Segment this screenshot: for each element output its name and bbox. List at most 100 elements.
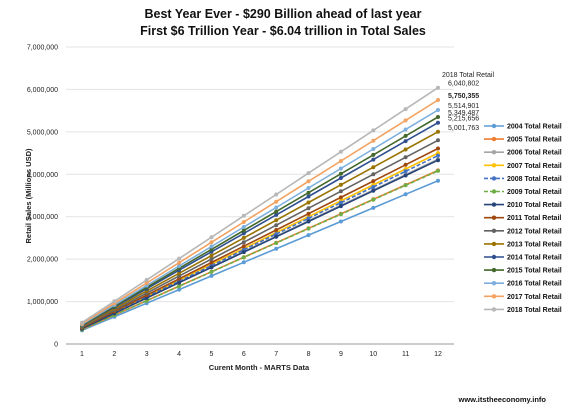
- legend-swatch-marker: [491, 150, 497, 155]
- data-point: [209, 273, 214, 278]
- legend-swatch-marker: [491, 163, 497, 168]
- data-point: [403, 118, 408, 123]
- y-tick-label: 0: [54, 342, 58, 349]
- data-point: [306, 179, 311, 184]
- series-line: [81, 170, 439, 331]
- legend-swatch-marker: [491, 307, 497, 312]
- data-point: [274, 212, 279, 217]
- series-line: [81, 131, 439, 328]
- legend-label: 2010 Total Retail: [507, 202, 562, 209]
- x-tick-label: 4: [177, 351, 181, 358]
- legend-swatch-marker: [491, 189, 497, 194]
- series-line: [81, 99, 439, 325]
- data-point: [338, 189, 343, 194]
- data-point: [209, 257, 214, 262]
- series-2010: [80, 158, 440, 331]
- data-point: [436, 98, 440, 102]
- legend-item: 2007 Total Retail: [484, 163, 562, 170]
- y-axis-label: Retail Sales (Millions USD): [24, 148, 33, 244]
- data-point: [403, 183, 408, 188]
- end-value-labels: 2018 Total Retail 6,040,802 5,750,355 5,514…: [442, 72, 494, 132]
- data-point: [436, 178, 440, 183]
- x-tick-label: 9: [339, 351, 343, 358]
- x-axis-label: Curent Month - MARTS Data: [209, 363, 310, 372]
- data-point: [306, 194, 311, 199]
- end-label: 5,215,656: [448, 116, 479, 123]
- data-point: [209, 240, 214, 245]
- series-2011: [80, 146, 440, 330]
- series-2018: [80, 85, 440, 325]
- legend-swatch-marker: [491, 294, 497, 299]
- data-point: [338, 149, 343, 154]
- legend-label: 2008 Total Retail: [507, 176, 562, 183]
- end-label: 5,349,487: [448, 110, 479, 117]
- data-point: [274, 218, 279, 223]
- legend-label: 2007 Total Retail: [507, 163, 562, 170]
- data-point: [209, 265, 214, 270]
- data-point: [241, 220, 246, 224]
- data-point: [112, 299, 117, 304]
- legend-item: 2006 Total Retail: [484, 150, 562, 157]
- data-point: [144, 296, 149, 300]
- data-point: [403, 162, 408, 167]
- data-point: [371, 157, 376, 162]
- series-line: [81, 122, 439, 327]
- data-point: [306, 211, 311, 216]
- data-point: [371, 128, 376, 133]
- chart-title: Best Year Ever - $290 Billion ahead of l…: [145, 7, 422, 21]
- data-point: [209, 260, 214, 265]
- x-tick-label: 7: [274, 351, 278, 358]
- data-point: [436, 153, 440, 158]
- y-tick-label: 1,000,000: [27, 299, 58, 306]
- legend-swatch-marker: [491, 123, 497, 129]
- x-tick-label: 2: [112, 351, 116, 358]
- data-point: [436, 138, 440, 143]
- legend-item: 2011 Total Retail: [484, 215, 561, 222]
- data-point: [306, 186, 311, 190]
- data-point: [403, 173, 408, 178]
- legend-item: 2015 Total Retail: [484, 268, 562, 275]
- legend-item: 2017 Total Retail: [484, 294, 562, 301]
- y-tick-label: 2,000,000: [27, 257, 58, 264]
- data-point: [436, 85, 440, 90]
- data-point: [241, 235, 246, 240]
- legend-swatch-marker: [491, 254, 497, 260]
- data-point: [241, 244, 246, 249]
- legend-label: 2005 Total Retail: [507, 137, 562, 144]
- legend-item: 2016 Total Retail: [484, 281, 562, 288]
- y-tick-label: 4,000,000: [27, 172, 58, 179]
- x-tick-label: 1: [80, 351, 84, 358]
- data-point: [436, 146, 440, 151]
- end-label: 5,514,901: [448, 103, 479, 110]
- data-point: [241, 228, 246, 233]
- end-label: 5,750,355: [448, 93, 479, 100]
- data-point: [338, 204, 343, 209]
- data-point: [436, 158, 440, 163]
- y-tick-label: 7,000,000: [27, 45, 58, 52]
- series-line: [81, 147, 439, 329]
- series-lines: [80, 85, 440, 333]
- data-point: [403, 155, 408, 160]
- data-point: [371, 179, 376, 184]
- data-point: [403, 133, 408, 138]
- legend-label: 2011 Total Retail: [507, 215, 561, 222]
- end-label: 5,001,763: [448, 125, 479, 132]
- data-point: [338, 182, 343, 187]
- data-point: [274, 192, 279, 197]
- series-2004: [80, 178, 440, 333]
- data-point: [338, 166, 343, 171]
- legend-label: 2014 Total Retail: [507, 255, 562, 262]
- series-line: [81, 139, 439, 328]
- chart-subtitle: First $6 Trillion Year - $6.04 trillion …: [140, 24, 426, 38]
- legend-label: 2017 Total Retail: [507, 294, 562, 301]
- x-axis-ticks: 1 2 3 4 5 6 7 8 9 10 11 12: [80, 351, 442, 358]
- data-point: [177, 280, 182, 285]
- legend-swatch-marker: [491, 241, 497, 247]
- x-tick-label: 11: [402, 351, 409, 358]
- legend-swatch-marker: [491, 215, 497, 220]
- data-point: [274, 209, 279, 214]
- legend-item: 2010 Total Retail: [484, 202, 562, 209]
- data-point: [306, 219, 311, 224]
- legend-label: 2009 Total Retail: [507, 189, 562, 196]
